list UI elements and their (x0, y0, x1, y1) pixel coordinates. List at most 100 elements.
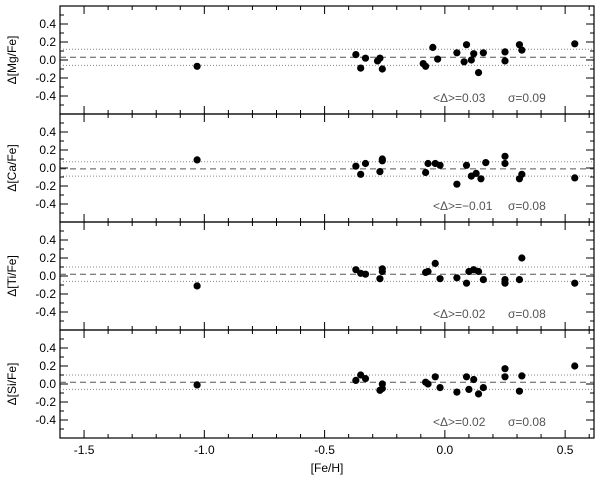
data-point-3-8 (424, 380, 432, 388)
data-point-0-20 (515, 41, 524, 49)
data-point-2-3 (361, 270, 370, 278)
data-point-3-13 (465, 385, 473, 393)
data-point-3-19 (515, 387, 524, 395)
y-tick-label-1-3: -0.2 (35, 179, 56, 193)
data-point-0-6 (378, 65, 386, 73)
data-point-0-14 (467, 56, 475, 64)
data-point-1-7 (422, 168, 430, 177)
annotation-mean-1: <Δ>=−0.01 (433, 199, 493, 213)
annotation-sigma-3: σ=0.08 (508, 415, 546, 429)
data-point-0-10 (434, 55, 442, 63)
y-tick-label-3-1: 0.2 (39, 359, 56, 373)
data-point-0-22 (571, 40, 579, 48)
y-tick-label-2-3: -0.2 (35, 287, 56, 301)
data-point-0-2 (357, 64, 365, 72)
annotation-sigma-1: σ=0.08 (508, 199, 546, 213)
data-point-0-11 (453, 49, 461, 57)
data-point-0-12 (460, 58, 468, 66)
data-point-0-19 (501, 57, 509, 65)
y-tick-label-0-2: 0.0 (39, 53, 56, 67)
data-point-1-3 (361, 159, 370, 168)
data-point-2-20 (518, 254, 526, 262)
data-point-0-5 (376, 54, 384, 62)
data-point-0-3 (361, 54, 370, 62)
y-tick-label-1-2: 0.0 (39, 161, 56, 175)
y-tick-label-2-4: -0.4 (35, 305, 56, 319)
data-point-3-6 (378, 380, 386, 388)
y-tick-label-2-2: 0.0 (39, 269, 56, 283)
data-point-2-8 (424, 267, 432, 276)
data-point-0-0 (193, 62, 201, 70)
data-point-1-20 (518, 170, 526, 178)
data-point-3-15 (474, 390, 483, 398)
data-point-1-2 (357, 170, 365, 178)
data-point-1-0 (193, 156, 201, 164)
y-tick-label-2-0: 0.4 (39, 233, 56, 247)
data-point-1-1 (352, 162, 360, 170)
data-point-3-3 (361, 375, 370, 383)
data-point-2-10 (436, 275, 444, 283)
data-point-3-1 (352, 376, 360, 384)
y-tick-label-2-1: 0.2 (39, 251, 56, 265)
data-point-2-4 (376, 275, 384, 283)
data-point-0-17 (479, 49, 487, 57)
data-point-1-18 (501, 159, 509, 168)
y-tick-label-0-3: -0.2 (35, 71, 56, 85)
y-tick-label-1-0: 0.4 (39, 125, 56, 139)
y-tick-label-1-1: 0.2 (39, 143, 56, 157)
y-tick-label-0-1: 0.2 (39, 35, 56, 49)
data-point-2-15 (474, 267, 483, 276)
data-point-3-9 (431, 373, 439, 381)
data-point-1-4 (376, 168, 384, 176)
y-axis-label-1: Δ[Ca/Fe] (5, 144, 19, 191)
data-point-1-14 (472, 169, 480, 177)
data-point-3-14 (470, 375, 478, 384)
x-tick-label-3: 0.0 (437, 443, 454, 457)
data-point-0-15 (470, 50, 478, 58)
y-axis-label-3: Δ[Si/Fe] (5, 363, 19, 406)
y-tick-label-0-0: 0.4 (39, 17, 56, 31)
y-tick-label-1-4: -0.4 (35, 197, 56, 211)
y-tick-label-0-4: -0.4 (35, 89, 56, 103)
x-tick-label-0: -1.5 (74, 443, 95, 457)
y-tick-label-3-2: 0.0 (39, 377, 56, 391)
data-point-1-15 (477, 175, 485, 183)
data-point-1-10 (436, 161, 444, 169)
y-tick-label-3-4: -0.4 (35, 413, 56, 427)
data-point-0-9 (429, 43, 437, 52)
data-point-3-11 (453, 388, 461, 396)
annotation-mean-3: <Δ>=0.02 (433, 415, 486, 429)
data-point-1-8 (424, 159, 432, 168)
x-axis-label: [Fe/H] (311, 461, 344, 475)
data-point-0-16 (474, 69, 483, 77)
data-point-0-18 (501, 48, 509, 56)
data-point-3-12 (462, 373, 471, 381)
data-point-3-16 (479, 384, 487, 392)
data-point-1-21 (571, 174, 579, 182)
y-tick-label-3-0: 0.4 (39, 341, 56, 355)
data-point-2-6 (378, 267, 386, 276)
data-point-1-12 (462, 161, 471, 169)
data-point-3-0 (193, 381, 201, 389)
data-point-0-1 (352, 51, 360, 59)
annotation-mean-2: <Δ>=0.02 (433, 307, 486, 321)
x-tick-label-4: 0.5 (557, 443, 574, 457)
annotation-sigma-2: σ=0.08 (508, 307, 546, 321)
data-point-2-21 (571, 279, 579, 287)
data-point-3-18 (501, 373, 509, 381)
data-point-2-16 (479, 276, 487, 284)
data-point-2-11 (453, 274, 461, 282)
data-point-2-0 (193, 282, 201, 290)
data-point-0-13 (462, 41, 471, 49)
data-point-3-17 (501, 365, 509, 373)
data-point-1-17 (501, 152, 509, 160)
annotation-mean-0: <Δ>=0.03 (433, 91, 486, 105)
data-point-1-16 (482, 159, 490, 167)
data-point-2-19 (515, 276, 524, 284)
data-point-3-10 (436, 384, 444, 392)
y-tick-label-3-3: -0.2 (35, 395, 56, 409)
data-point-2-9 (431, 259, 439, 267)
data-point-1-6 (378, 157, 386, 165)
data-point-3-21 (571, 362, 579, 370)
